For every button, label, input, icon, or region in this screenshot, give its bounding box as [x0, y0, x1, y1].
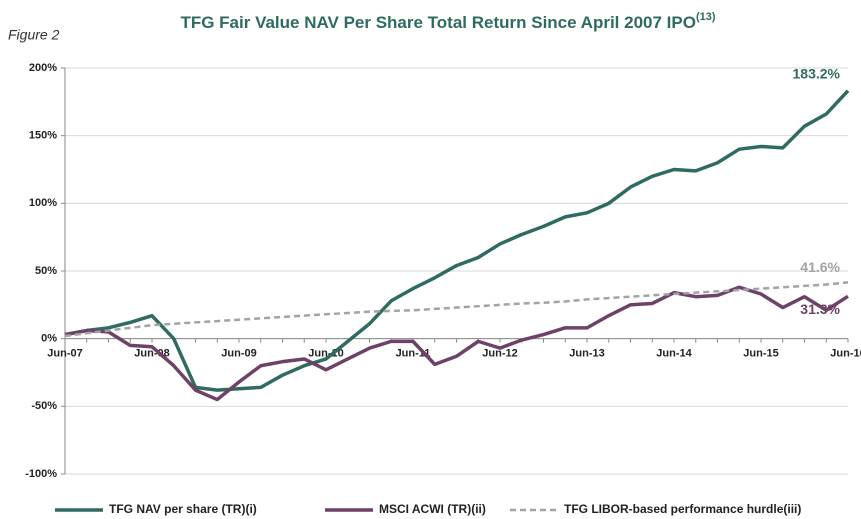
end-label: 41.6% — [800, 259, 840, 275]
series-line — [64, 285, 849, 402]
y-tick-label: 100% — [29, 197, 57, 209]
y-tick-label: 0% — [41, 333, 57, 345]
legend-label: MSCI ACWI (TR)(ii) — [379, 502, 486, 516]
x-tick-label: Jun-15 — [743, 348, 778, 360]
x-tick-label: Jun-14 — [656, 348, 692, 360]
title-superscript: (13) — [696, 11, 716, 23]
x-tick-label: Jun-13 — [569, 348, 604, 360]
y-tick-label: -50% — [31, 400, 57, 412]
y-tick-label: 150% — [29, 130, 57, 142]
y-tick-label: 200% — [29, 62, 57, 74]
legend-label: TFG LIBOR-based performance hurdle(iii) — [564, 502, 801, 516]
x-tick-label: Jun-09 — [221, 348, 256, 360]
chart-title: TFG Fair Value NAV Per Share Total Retur… — [180, 11, 715, 33]
x-tick-label: Jun-12 — [482, 348, 517, 360]
figure-label: Figure 2 — [8, 27, 60, 43]
series-line — [64, 281, 849, 338]
y-tick-label: -100% — [25, 468, 57, 480]
series-line — [64, 89, 850, 392]
end-label: 31.3% — [800, 301, 840, 317]
y-tick-label: 50% — [35, 265, 57, 277]
legend-label: TFG NAV per share (TR)(i) — [109, 502, 257, 516]
x-tick-label: Jun-07 — [47, 348, 82, 360]
end-label: 183.2% — [793, 65, 841, 81]
x-tick-label: Jun-16 — [830, 348, 861, 360]
title-text: TFG Fair Value NAV Per Share Total Retur… — [180, 13, 696, 32]
